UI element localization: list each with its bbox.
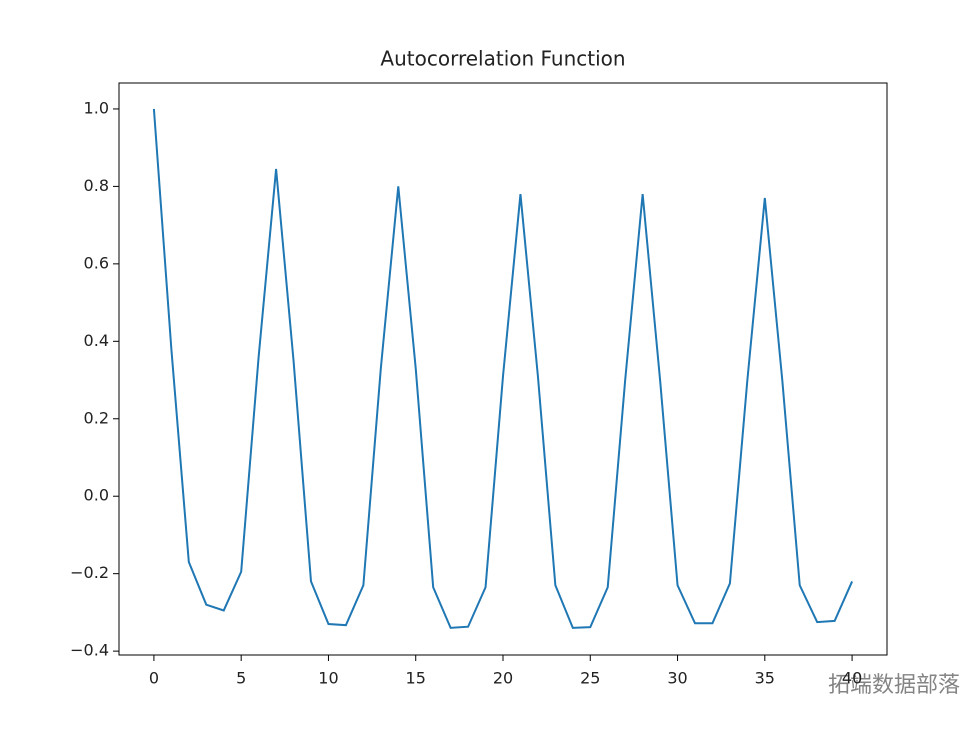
y-tick-label: 0.6 — [84, 253, 109, 272]
x-tick-label: 5 — [236, 669, 246, 688]
x-tick-label: 25 — [580, 669, 600, 688]
y-tick-label: 1.0 — [84, 98, 109, 117]
x-tick-label: 15 — [406, 669, 426, 688]
x-tick-label: 30 — [667, 669, 687, 688]
x-tick-label: 10 — [318, 669, 338, 688]
line — [152, 108, 854, 629]
x-tick-label: 20 — [493, 669, 513, 688]
watermark: 拓端数据部落 — [828, 673, 960, 698]
y-tick-label: 0.8 — [84, 176, 109, 195]
chart-title: Autocorrelation Function — [380, 47, 625, 71]
x-tick-label: 35 — [755, 669, 775, 688]
x-tick-label: 40 — [842, 669, 862, 688]
y-tick-label: 0.4 — [84, 331, 109, 350]
y-tick-label: −0.4 — [70, 641, 109, 660]
y-tick-label: 0.2 — [84, 408, 109, 427]
x-tick-label: 0 — [149, 669, 159, 688]
y-tick-label: 0.0 — [84, 486, 109, 505]
plot-frame — [118, 82, 888, 656]
y-tick-label: −0.2 — [70, 563, 109, 582]
